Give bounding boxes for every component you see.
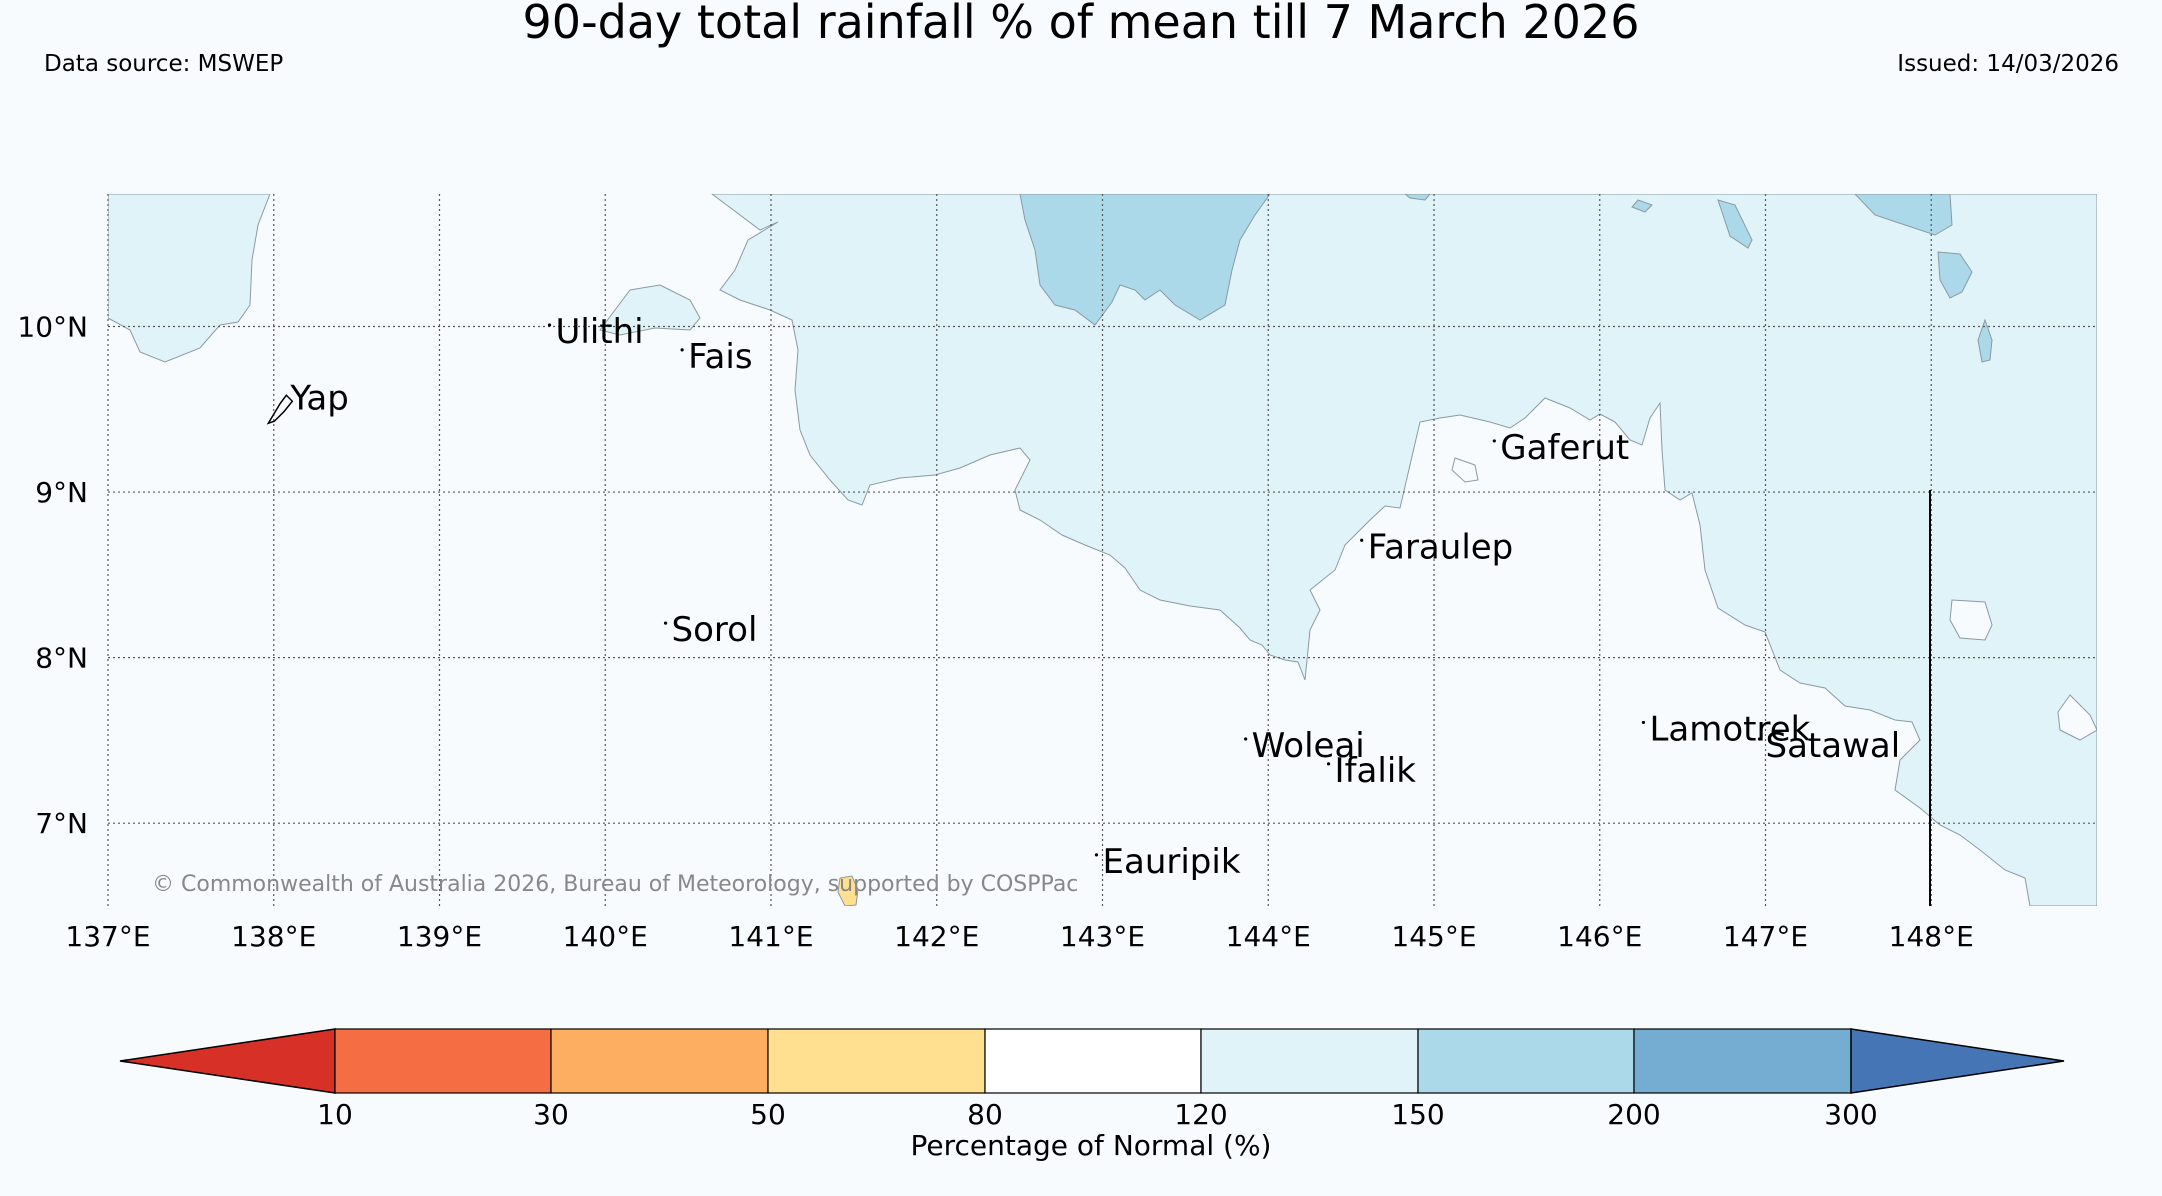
- island-dot: [1244, 737, 1248, 741]
- issued-date: Issued: 14/03/2026: [1897, 51, 2119, 77]
- contour-150-200-ne6: [1404, 194, 1431, 201]
- lon-tick-label: 146°E: [1557, 920, 1642, 953]
- rainfall-contours: [108, 194, 2097, 906]
- colorbar-extend-low: [119, 1028, 336, 1094]
- place-label: Ulithi: [556, 312, 644, 352]
- place-label: Gaferut: [1500, 428, 1629, 468]
- lat-tick-label: 8°N: [35, 642, 88, 675]
- colorbar-tick-label: 50: [750, 1098, 786, 1131]
- data-source: Data source: MSWEP: [44, 51, 284, 77]
- lon-tick-label: 148°E: [1889, 920, 1974, 953]
- contour-150-200-ne5: [1631, 199, 1653, 213]
- contour-150-200-ne1: [1854, 194, 1953, 236]
- island-dot: [1641, 720, 1646, 725]
- lon-tick-label: 142°E: [894, 920, 979, 953]
- colorbar-label: Percentage of Normal (%): [911, 1129, 1272, 1162]
- colorbar-tick-label: 10: [317, 1098, 353, 1131]
- lat-tick-label: 10°N: [17, 310, 88, 343]
- map-title: 90-day total rainfall % of mean till 7 M…: [522, 0, 1640, 49]
- colorbar-segment: [550, 1028, 769, 1094]
- lon-tick-label: 140°E: [563, 920, 648, 953]
- island-dot: [680, 348, 684, 352]
- place-label: Sorol: [672, 610, 758, 650]
- place-label: Fais: [688, 337, 752, 377]
- colorbar-segment: [334, 1028, 552, 1094]
- contour-120-150-ulithi: [599, 284, 701, 336]
- lon-tick-label: 141°E: [728, 920, 813, 953]
- place-label: Yap: [289, 378, 349, 418]
- lat-tick-label: 7°N: [35, 807, 88, 840]
- lon-tick-label: 137°E: [65, 920, 150, 953]
- colorbar-segment: [984, 1028, 1202, 1094]
- colorbar-tick-label: 80: [967, 1098, 1003, 1131]
- island-dot: [663, 621, 668, 625]
- contour-120-150-northwest: [108, 194, 271, 363]
- contour-150-200-north: [1019, 194, 1271, 326]
- copyright-text: © Commonwealth of Australia 2026, Bureau…: [152, 872, 1078, 897]
- colorbar: [119, 1028, 2065, 1094]
- colorbar-ticks: 10 30 50 80 120 150 200 300: [317, 1098, 1878, 1131]
- colorbar-tick-label: 150: [1391, 1098, 1444, 1131]
- colorbar-segment: [1200, 1028, 1419, 1094]
- place-label: Satawal: [1766, 726, 1901, 766]
- place-label: Woleai: [1252, 726, 1365, 766]
- contour-150-200-ne4: [1717, 199, 1753, 249]
- place-label: Eauripik: [1103, 842, 1241, 882]
- lon-tick-label: 143°E: [1060, 920, 1145, 953]
- colorbar-segment: [767, 1028, 986, 1094]
- colorbar-tick-label: 120: [1174, 1098, 1227, 1131]
- place-label: Lamotrek: [1649, 709, 1810, 749]
- lon-tick-label: 145°E: [1391, 920, 1476, 953]
- island-marks: [266, 323, 1762, 857]
- latitude-ticks: 10°N 9°N 8°N 7°N: [17, 310, 88, 840]
- place-label: Ifalik: [1335, 751, 1417, 791]
- colorbar-tick-label: 300: [1824, 1098, 1877, 1131]
- contour-120-150-east: [711, 194, 2097, 906]
- island-dot: [1094, 853, 1099, 857]
- lon-tick-label: 147°E: [1723, 920, 1808, 953]
- colorbar-tick-label: 200: [1607, 1098, 1660, 1131]
- map-panel: Yap Ulithi Fais Sorol Gaferut Faraulep WoleaiI…: [107, 194, 2097, 906]
- contour-80-120-hole1: [1949, 599, 1993, 641]
- map-gridlines: [107, 194, 2097, 906]
- island-dot: [1492, 439, 1496, 443]
- lon-tick-label: 139°E: [397, 920, 482, 953]
- colorbar-segment: [1633, 1028, 1852, 1094]
- colorbar-extend-high: [1850, 1028, 2065, 1094]
- contour-150-200-ne2: [1937, 251, 1973, 299]
- place-labels: Yap Ulithi Fais Sorol Gaferut Faraulep WoleaiI…: [289, 312, 1900, 882]
- island-dot: [547, 323, 552, 327]
- lat-tick-label: 9°N: [35, 476, 88, 509]
- contour-150-200-ne3: [1977, 318, 1993, 363]
- lon-tick-label: 138°E: [231, 920, 316, 953]
- colorbar-segment: [1417, 1028, 1635, 1094]
- contour-50-80-patch: [837, 875, 859, 906]
- island-outline: [266, 394, 294, 425]
- lon-tick-label: 144°E: [1226, 920, 1311, 953]
- island-dot: [1326, 762, 1331, 766]
- contour-80-120-hole3: [1451, 457, 1479, 483]
- island-dot: [1757, 737, 1762, 741]
- longitude-ticks: 137°E 138°E 139°E 140°E 141°E 142°E 143°E 144°E…: [65, 920, 1973, 953]
- island-dot: [1360, 538, 1364, 542]
- contour-80-120-hole2: [2057, 694, 2097, 741]
- place-label: Faraulep: [1368, 527, 1514, 567]
- colorbar-tick-label: 30: [533, 1098, 569, 1131]
